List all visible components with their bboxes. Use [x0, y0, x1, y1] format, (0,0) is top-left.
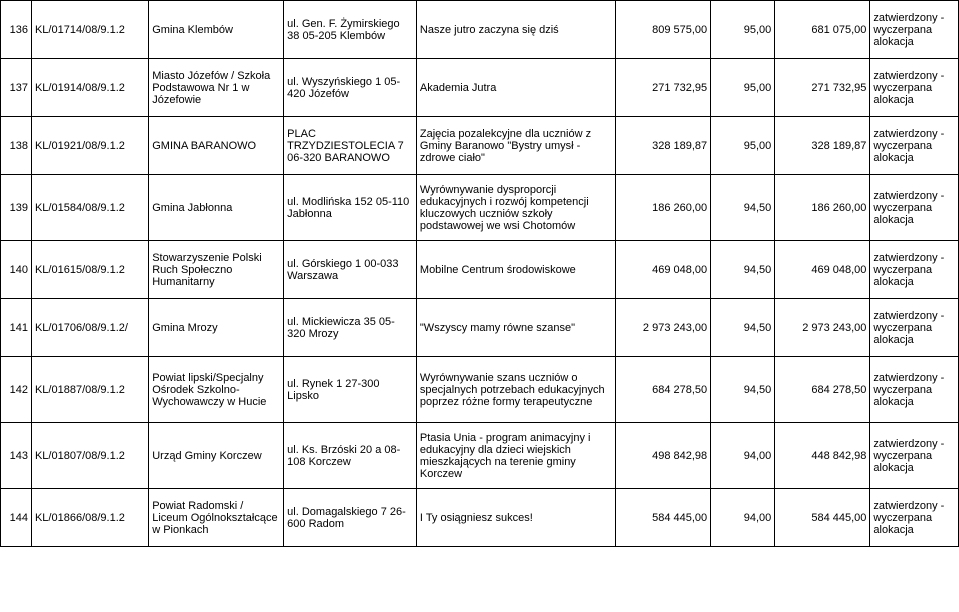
- table-body: 136KL/01714/08/9.1.2Gmina Klembówul. Gen…: [1, 1, 959, 547]
- cell-address: ul. Gen. F. Żymirskiego 38 05-205 Klembó…: [284, 1, 417, 59]
- cell-title: "Wszyscy mamy równe szanse": [416, 299, 615, 357]
- table-row: 144KL/01866/08/9.1.2Powiat Radomski / Li…: [1, 489, 959, 547]
- table-row: 139KL/01584/08/9.1.2Gmina Jabłonnaul. Mo…: [1, 175, 959, 241]
- cell-title: Ptasia Unia - program animacyjny i eduka…: [416, 423, 615, 489]
- table-row: 136KL/01714/08/9.1.2Gmina Klembówul. Gen…: [1, 1, 959, 59]
- cell-percent: 95,00: [711, 1, 775, 59]
- cell-status: zatwierdzony - wyczerpana alokacja: [870, 357, 959, 423]
- cell-code: KL/01914/08/9.1.2: [31, 59, 148, 117]
- cell-percent: 94,50: [711, 241, 775, 299]
- cell-code: KL/01584/08/9.1.2: [31, 175, 148, 241]
- cell-address: ul. Modlińska 152 05-110 Jabłonna: [284, 175, 417, 241]
- cell-title: Mobilne Centrum środowiskowe: [416, 241, 615, 299]
- cell-percent: 94,00: [711, 489, 775, 547]
- table-row: 142KL/01887/08/9.1.2Powiat lipski/Specja…: [1, 357, 959, 423]
- cell-amount-2: 684 278,50: [775, 357, 870, 423]
- cell-organization: Powiat lipski/Specjalny Ośrodek Szkolno-…: [149, 357, 284, 423]
- table-row: 140KL/01615/08/9.1.2Stowarzyszenie Polsk…: [1, 241, 959, 299]
- cell-amount-1: 328 189,87: [616, 117, 711, 175]
- cell-code: KL/01921/08/9.1.2: [31, 117, 148, 175]
- row-index: 138: [1, 117, 32, 175]
- cell-organization: Powiat Radomski / Liceum Ogólnokształcąc…: [149, 489, 284, 547]
- cell-status: zatwierdzony - wyczerpana alokacja: [870, 299, 959, 357]
- cell-amount-2: 681 075,00: [775, 1, 870, 59]
- cell-address: ul. Mickiewicza 35 05-320 Mrozy: [284, 299, 417, 357]
- row-index: 142: [1, 357, 32, 423]
- cell-status: zatwierdzony - wyczerpana alokacja: [870, 59, 959, 117]
- cell-percent: 95,00: [711, 117, 775, 175]
- row-index: 137: [1, 59, 32, 117]
- cell-amount-2: 271 732,95: [775, 59, 870, 117]
- cell-amount-2: 328 189,87: [775, 117, 870, 175]
- cell-amount-2: 469 048,00: [775, 241, 870, 299]
- cell-percent: 94,50: [711, 299, 775, 357]
- cell-percent: 94,50: [711, 175, 775, 241]
- cell-amount-1: 271 732,95: [616, 59, 711, 117]
- cell-address: ul. Domagalskiego 7 26-600 Radom: [284, 489, 417, 547]
- cell-status: zatwierdzony - wyczerpana alokacja: [870, 1, 959, 59]
- cell-amount-1: 684 278,50: [616, 357, 711, 423]
- row-index: 136: [1, 1, 32, 59]
- cell-organization: Gmina Klembów: [149, 1, 284, 59]
- table-row: 143KL/01807/08/9.1.2Urząd Gminy Korczewu…: [1, 423, 959, 489]
- cell-address: ul. Ks. Brzóski 20 a 08-108 Korczew: [284, 423, 417, 489]
- cell-status: zatwierdzony - wyczerpana alokacja: [870, 175, 959, 241]
- cell-organization: GMINA BARANOWO: [149, 117, 284, 175]
- cell-title: Wyrównywanie dysproporcji edukacyjnych i…: [416, 175, 615, 241]
- cell-code: KL/01714/08/9.1.2: [31, 1, 148, 59]
- cell-amount-1: 584 445,00: [616, 489, 711, 547]
- row-index: 139: [1, 175, 32, 241]
- cell-address: ul. Górskiego 1 00-033 Warszawa: [284, 241, 417, 299]
- cell-title: Wyrównywanie szans uczniów o specjalnych…: [416, 357, 615, 423]
- cell-amount-1: 186 260,00: [616, 175, 711, 241]
- cell-status: zatwierdzony - wyczerpana alokacja: [870, 117, 959, 175]
- cell-address: ul. Wyszyńskiego 1 05-420 Józefów: [284, 59, 417, 117]
- table-row: 138KL/01921/08/9.1.2GMINA BARANOWOPLAC T…: [1, 117, 959, 175]
- cell-amount-1: 498 842,98: [616, 423, 711, 489]
- cell-address: PLAC TRZYDZIESTOLECIA 7 06-320 BARANOWO: [284, 117, 417, 175]
- cell-code: KL/01615/08/9.1.2: [31, 241, 148, 299]
- cell-code: KL/01866/08/9.1.2: [31, 489, 148, 547]
- cell-status: zatwierdzony - wyczerpana alokacja: [870, 489, 959, 547]
- cell-organization: Miasto Józefów / Szkoła Podstawowa Nr 1 …: [149, 59, 284, 117]
- cell-code: KL/01887/08/9.1.2: [31, 357, 148, 423]
- cell-organization: Gmina Jabłonna: [149, 175, 284, 241]
- cell-title: I Ty osiągniesz sukces!: [416, 489, 615, 547]
- cell-code: KL/01807/08/9.1.2: [31, 423, 148, 489]
- cell-title: Akademia Jutra: [416, 59, 615, 117]
- cell-amount-2: 584 445,00: [775, 489, 870, 547]
- cell-percent: 94,50: [711, 357, 775, 423]
- cell-amount-1: 809 575,00: [616, 1, 711, 59]
- cell-organization: Urząd Gminy Korczew: [149, 423, 284, 489]
- cell-amount-2: 2 973 243,00: [775, 299, 870, 357]
- row-index: 144: [1, 489, 32, 547]
- cell-title: Zajęcia pozalekcyjne dla uczniów z Gminy…: [416, 117, 615, 175]
- row-index: 140: [1, 241, 32, 299]
- cell-percent: 94,00: [711, 423, 775, 489]
- cell-status: zatwierdzony - wyczerpana alokacja: [870, 241, 959, 299]
- data-table: 136KL/01714/08/9.1.2Gmina Klembówul. Gen…: [0, 0, 959, 547]
- table-row: 141KL/01706/08/9.1.2/Gmina Mrozyul. Mick…: [1, 299, 959, 357]
- cell-code: KL/01706/08/9.1.2/: [31, 299, 148, 357]
- row-index: 143: [1, 423, 32, 489]
- table-row: 137KL/01914/08/9.1.2Miasto Józefów / Szk…: [1, 59, 959, 117]
- cell-title: Nasze jutro zaczyna się dziś: [416, 1, 615, 59]
- cell-amount-2: 186 260,00: [775, 175, 870, 241]
- cell-percent: 95,00: [711, 59, 775, 117]
- cell-amount-1: 2 973 243,00: [616, 299, 711, 357]
- cell-organization: Stowarzyszenie Polski Ruch Społeczno Hum…: [149, 241, 284, 299]
- cell-status: zatwierdzony - wyczerpana alokacja: [870, 423, 959, 489]
- cell-address: ul. Rynek 1 27-300 Lipsko: [284, 357, 417, 423]
- row-index: 141: [1, 299, 32, 357]
- cell-organization: Gmina Mrozy: [149, 299, 284, 357]
- cell-amount-1: 469 048,00: [616, 241, 711, 299]
- cell-amount-2: 448 842,98: [775, 423, 870, 489]
